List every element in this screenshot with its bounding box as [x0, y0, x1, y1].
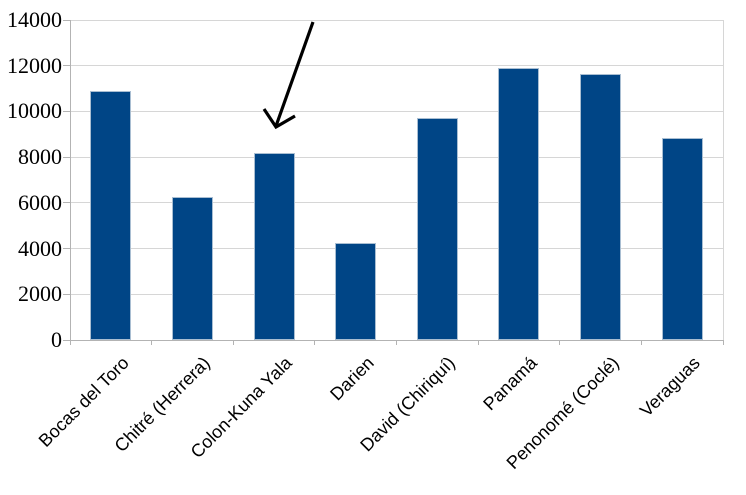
- bar: [90, 90, 132, 340]
- bar: [498, 68, 540, 340]
- y-axis-label: 0: [51, 327, 62, 352]
- x-axis-tick: [722, 340, 724, 345]
- bar: [171, 196, 213, 340]
- bar: [253, 152, 295, 340]
- x-axis-tick: [232, 340, 234, 345]
- y-axis-label: 6000: [18, 189, 62, 215]
- x-axis-tick: [477, 340, 479, 345]
- y-axis-label: 4000: [18, 235, 62, 261]
- y-axis-tick: [63, 248, 70, 250]
- bar: [661, 137, 703, 340]
- y-axis-tick: [63, 293, 70, 295]
- gridline: [70, 156, 723, 158]
- plot-right-border: [722, 20, 724, 340]
- y-axis-label: 14000: [7, 7, 62, 32]
- y-axis-tick: [63, 65, 70, 67]
- x-axis-tick: [640, 340, 642, 345]
- x-axis-tick: [151, 340, 153, 345]
- bar: [580, 73, 622, 340]
- y-axis-tick: [63, 19, 70, 21]
- y-axis-label: 2000: [18, 281, 62, 307]
- gridline: [70, 65, 723, 67]
- gridline: [70, 110, 723, 112]
- x-axis-label: Bocas del Toro: [34, 352, 133, 451]
- y-axis-label: 10000: [7, 98, 62, 124]
- bar: [416, 117, 458, 340]
- x-axis-tick: [314, 340, 316, 345]
- x-axis-tick: [396, 340, 397, 345]
- y-axis-tick: [63, 156, 70, 158]
- y-axis-label: 12000: [7, 52, 62, 78]
- y-axis-tick: [63, 202, 70, 204]
- gridline: [70, 19, 723, 21]
- x-axis-line: [63, 339, 723, 341]
- y-axis-label: 8000: [18, 144, 62, 170]
- y-axis-line: [69, 20, 71, 345]
- x-axis-tick: [559, 340, 561, 345]
- gridline: [70, 293, 723, 295]
- gridline: [70, 202, 723, 204]
- gridline: [70, 248, 723, 250]
- bar: [335, 242, 377, 340]
- y-axis-tick: [63, 110, 70, 112]
